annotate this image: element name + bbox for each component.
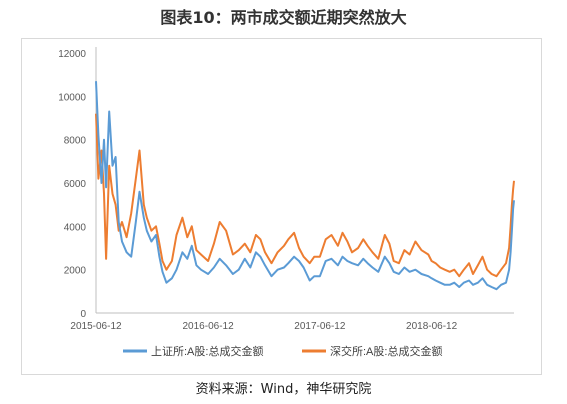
series-line [95, 113, 515, 278]
x-tick-label: 2015-06-12 [70, 321, 122, 332]
legend-label: 深交所:A股:总成交金额 [330, 344, 442, 358]
source-note: 资料来源：Wind，神华研究院 [195, 382, 372, 397]
x-axis: 2015-06-12 2016-06-12 2017-06-12 2018-06-12 [70, 312, 514, 332]
x-tick-label: 2017-06-12 [294, 321, 346, 332]
legend: 上证所:A股:总成交金额 深交所:A股:总成交金额 [123, 344, 442, 358]
legend-label: 上证所:A股:总成交金额 [151, 344, 263, 358]
y-tick-label: 4000 [64, 222, 87, 233]
y-tick-label: 10000 [58, 92, 86, 103]
plot-area [95, 81, 515, 291]
chart-panel [21, 38, 542, 375]
series-line [95, 81, 515, 291]
y-axis: 0 2000 4000 6000 8000 10000 12000 [58, 47, 97, 320]
chart-title: 图表10：两市成交额近期突然放大 [160, 8, 407, 27]
y-tick-label: 12000 [58, 49, 86, 60]
y-tick-label: 8000 [64, 136, 87, 147]
y-tick-label: 6000 [64, 179, 87, 190]
y-tick-label: 2000 [64, 266, 87, 277]
y-tick-label: 0 [80, 309, 86, 320]
x-tick-label: 2016-06-12 [183, 321, 235, 332]
x-tick-label: 2018-06-12 [406, 321, 458, 332]
